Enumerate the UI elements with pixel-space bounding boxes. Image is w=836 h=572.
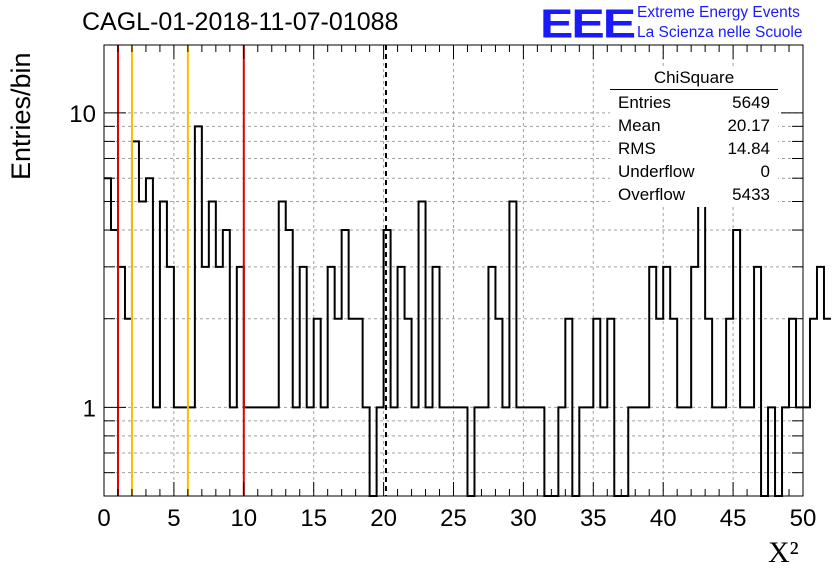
x-tick-label: 15 [300, 505, 327, 532]
chart-title: CAGL-01-2018-11-07-01088 [82, 8, 398, 37]
eee-logo: EEE [540, 0, 634, 48]
stats-key: Underflow [618, 162, 695, 182]
y-tick-label: 1 [83, 395, 96, 422]
stats-row: RMS 14.84 [618, 139, 770, 161]
stats-row: Mean 20.17 [618, 116, 770, 138]
x-tick-label: 0 [97, 505, 110, 532]
x-axis-label: X² [768, 536, 799, 570]
stats-value: 0 [761, 162, 770, 182]
logo-line-1: Extreme Energy Events [637, 4, 800, 22]
x-tick-label: 20 [370, 505, 397, 532]
x-tick-label: 50 [790, 505, 817, 532]
x-tick-label: 35 [580, 505, 607, 532]
stats-divider [610, 89, 778, 90]
stats-box: ChiSquare Entries 5649 Mean 20.17 RMS 14… [610, 66, 778, 207]
x-tick-label: 45 [720, 505, 747, 532]
stats-row: Overflow 5433 [618, 185, 770, 207]
x-tick-label: 30 [510, 505, 537, 532]
stats-key: Entries [618, 93, 671, 113]
stats-title: ChiSquare [610, 68, 778, 88]
stats-row: Underflow 0 [618, 162, 770, 184]
y-axis-label: Entries/bin [6, 52, 37, 180]
stats-value: 14.84 [727, 139, 770, 159]
stats-value: 20.17 [727, 116, 770, 136]
stats-value: 5649 [732, 93, 770, 113]
stats-row: Entries 5649 [618, 93, 770, 115]
x-tick-label: 25 [440, 505, 467, 532]
stats-key: RMS [618, 139, 656, 159]
logo-line-2: La Scienza nelle Scuole [637, 24, 802, 42]
stats-key: Mean [618, 116, 661, 136]
x-tick-label: 40 [650, 505, 677, 532]
stats-value: 5433 [732, 185, 770, 205]
stats-key: Overflow [618, 185, 685, 205]
y-tick-label: 10 [69, 101, 96, 128]
x-tick-label: 5 [167, 505, 180, 532]
x-tick-label: 10 [230, 505, 257, 532]
